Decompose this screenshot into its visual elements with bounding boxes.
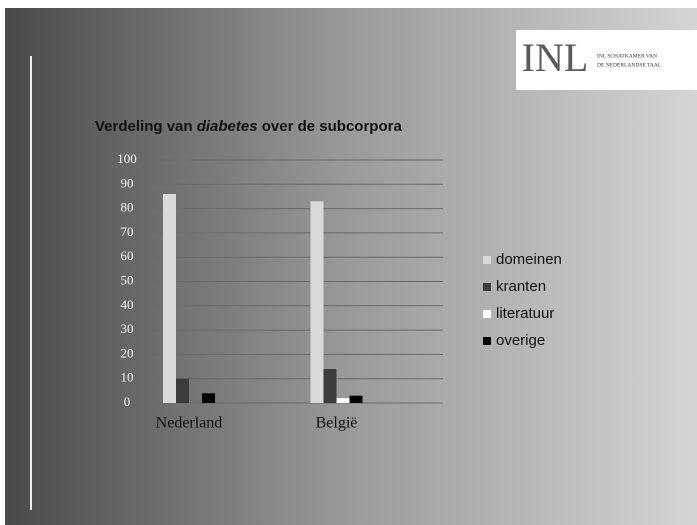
y-tick-label: 30 (121, 321, 134, 336)
legend-label: domeinen (496, 251, 562, 268)
y-tick-label: 0 (124, 394, 131, 409)
bar (163, 194, 176, 403)
bar (323, 368, 337, 403)
legend-swatch (483, 310, 491, 318)
title-part: over de subcorpora (258, 118, 403, 135)
logo-mark: INL (522, 35, 589, 80)
bar (310, 201, 324, 403)
title-part: Verdeling van (95, 118, 197, 135)
legend-swatch (483, 337, 491, 345)
chart-title: Verdeling van diabetes over de subcorpor… (95, 118, 402, 135)
x-tick-label: België (316, 415, 358, 432)
y-tick-label: 60 (121, 248, 134, 263)
slide-background (5, 8, 697, 525)
y-tick-label: 50 (121, 272, 134, 287)
logo-text: DE NEDERLANDSE TAAL (597, 62, 662, 68)
logo-box (516, 30, 697, 90)
y-tick-label: 10 (121, 370, 134, 385)
legend-label: kranten (496, 278, 546, 295)
y-tick-label: 80 (121, 200, 134, 215)
y-tick-label: 20 (121, 345, 134, 360)
legend-swatch (483, 283, 491, 291)
bar (176, 378, 189, 403)
bar (349, 395, 363, 403)
bar (202, 393, 215, 403)
y-tick-label: 90 (121, 175, 134, 190)
y-tick-label: 40 (121, 297, 134, 312)
legend-label: literatuur (496, 305, 554, 322)
y-tick-label: 70 (121, 224, 134, 239)
title-part: diabetes (197, 118, 258, 135)
logo-text: INL SCHATKAMER VAN (597, 53, 657, 59)
x-tick-label: Nederland (156, 415, 223, 432)
y-tick-label: 100 (117, 151, 137, 166)
legend-label: overige (496, 332, 545, 349)
legend-swatch (483, 256, 491, 264)
bar (336, 398, 350, 403)
